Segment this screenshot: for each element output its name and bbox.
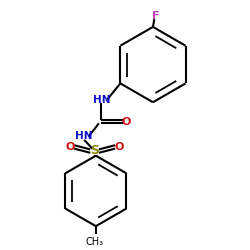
Text: CH₃: CH₃ — [86, 237, 104, 247]
Text: F: F — [152, 11, 159, 21]
Text: HN: HN — [93, 95, 111, 105]
Text: O: O — [122, 117, 131, 127]
Text: O: O — [66, 142, 75, 152]
Text: S: S — [90, 144, 99, 157]
Text: HN: HN — [75, 131, 92, 141]
Text: O: O — [114, 142, 124, 152]
